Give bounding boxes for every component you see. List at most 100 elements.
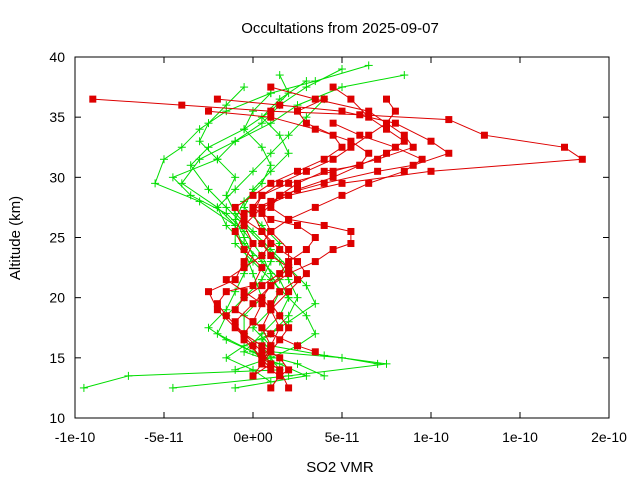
data-point (267, 384, 275, 392)
data-point (294, 221, 301, 229)
data-point (267, 306, 275, 314)
data-point (205, 107, 212, 115)
data-point (356, 131, 364, 139)
data-point (400, 71, 409, 80)
data-point (240, 125, 249, 134)
data-point (267, 83, 275, 91)
series-line (92, 98, 584, 389)
data-point (294, 179, 301, 187)
data-point (249, 282, 257, 290)
plot-frame (74, 56, 610, 419)
data-point (231, 185, 240, 194)
data-point (258, 227, 266, 235)
data-point (276, 336, 284, 344)
data-point (249, 269, 257, 278)
data-point (294, 185, 301, 193)
data-point (383, 149, 390, 157)
data-point (240, 330, 248, 338)
data-point (267, 215, 275, 223)
y-tick-label: 20 (49, 290, 65, 306)
data-point (249, 300, 257, 308)
data-point (285, 384, 293, 392)
data-point (320, 155, 328, 163)
data-point (240, 294, 248, 302)
data-point (249, 240, 257, 248)
data-point (258, 282, 266, 290)
data-point (347, 143, 355, 151)
data-point (329, 119, 337, 127)
data-point (285, 270, 293, 278)
data-point (276, 372, 284, 380)
data-point (89, 95, 97, 103)
x-tick-label: 1e-10 (502, 429, 538, 445)
data-point (231, 203, 239, 211)
data-point (124, 371, 133, 380)
data-point (204, 185, 213, 194)
data-point (249, 209, 257, 217)
data-point (311, 299, 320, 308)
y-tick-label: 15 (49, 350, 65, 366)
data-point (231, 306, 239, 314)
data-point (338, 83, 346, 92)
data-point (427, 137, 435, 145)
data-point (302, 281, 311, 290)
data-point (177, 179, 186, 188)
data-point (267, 282, 275, 290)
data-point (285, 324, 293, 332)
data-point (347, 95, 355, 103)
data-point (231, 365, 240, 374)
chart-title: Occultations from 2025-09-07 (241, 20, 439, 37)
data-point (285, 288, 293, 296)
y-tick-label: 25 (49, 230, 65, 246)
data-point (257, 179, 266, 188)
x-axis-label: SO2 VMR (306, 459, 374, 476)
data-point (267, 203, 275, 211)
data-point (213, 203, 222, 212)
data-point (258, 252, 266, 260)
data-point (231, 383, 240, 392)
data-point (222, 221, 231, 230)
data-point (365, 149, 373, 157)
data-point (364, 61, 373, 70)
data-point (311, 125, 319, 133)
data-point (347, 240, 355, 248)
data-point (267, 360, 275, 368)
data-point (240, 288, 248, 296)
data-point (302, 77, 311, 86)
data-point (222, 312, 230, 320)
data-point (276, 270, 284, 278)
data-point (186, 161, 195, 170)
data-point (365, 179, 373, 187)
data-point (168, 173, 177, 182)
data-point (275, 131, 284, 140)
data-point (284, 149, 293, 158)
data-point (177, 143, 186, 152)
series-line (261, 86, 406, 371)
y-axis-label: Altitude (km) (7, 196, 24, 280)
data-point (267, 107, 275, 115)
data-point (258, 300, 266, 308)
data-point (329, 246, 337, 254)
data-point (383, 125, 390, 133)
data-point (311, 329, 320, 338)
data-point (347, 227, 355, 235)
x-tick-label: 2e-10 (591, 429, 627, 445)
data-point (222, 335, 231, 344)
data-point (293, 359, 302, 368)
x-tick-label: -5e-11 (144, 429, 184, 445)
data-point (276, 179, 284, 187)
data-point (276, 288, 284, 296)
data-point (285, 246, 293, 254)
data-point (356, 161, 364, 169)
data-point (231, 324, 239, 332)
data-point (285, 264, 293, 272)
data-point (249, 203, 257, 211)
data-point (276, 312, 284, 320)
y-tick-label: 30 (49, 169, 65, 185)
data-point (231, 227, 239, 235)
data-point (231, 239, 240, 248)
data-point (249, 107, 257, 116)
data-point (338, 107, 346, 115)
data-point (391, 143, 399, 151)
data-point (213, 300, 221, 308)
